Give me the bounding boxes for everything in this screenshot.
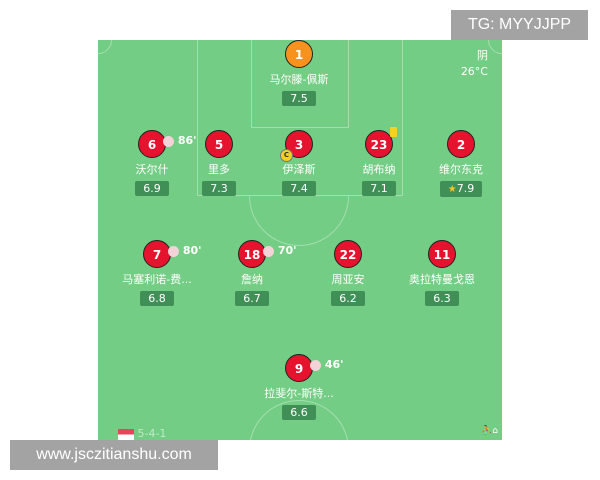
number-text: 23: [370, 138, 388, 152]
player-rating: 6.6: [282, 405, 316, 420]
rating-value: 6.8: [148, 292, 166, 305]
player-rating: 7.5: [282, 91, 316, 106]
substitution-icon: [263, 245, 274, 257]
player-name: 伊泽斯: [282, 163, 316, 176]
player-7[interactable]: 7 80' 马塞利诺-费... 6.8: [107, 240, 207, 306]
player-name: 马尔滕-佩斯: [269, 73, 329, 86]
sub-minute: 80': [182, 244, 202, 257]
player-number: 5: [205, 130, 233, 158]
sub-minute: 46': [324, 358, 344, 371]
player-rating: 6.3: [425, 291, 459, 306]
player-number: 11: [428, 240, 456, 268]
formation-label: 5-4-1: [137, 427, 167, 440]
rating-value: 6.9: [143, 182, 161, 195]
player-5[interactable]: 5 里多 7.3: [169, 130, 269, 196]
player-rating: 6.8: [140, 291, 174, 306]
substitution-icon: [168, 245, 179, 257]
rating-value: 6.2: [339, 292, 357, 305]
player-9[interactable]: 9 46' 拉斐尔-斯特... 6.6: [249, 354, 349, 420]
player-rating: 6.9: [135, 181, 169, 196]
captain-badge: C: [280, 149, 293, 162]
player-number: 22: [334, 240, 362, 268]
weather: 阴 26°C: [461, 48, 488, 80]
number-text: 3: [294, 138, 304, 152]
rating-value: 7.5: [290, 92, 308, 105]
player-number: 9 46': [285, 354, 344, 382]
player-name: 沃尔什: [135, 163, 169, 176]
number-text: 18: [243, 248, 261, 262]
sub-minute: 70': [277, 244, 297, 257]
player-2[interactable]: 2 维尔东克 ★7.9: [411, 130, 502, 197]
player-name: 维尔东克: [439, 163, 483, 176]
player-22[interactable]: 22 周亚安 6.2: [298, 240, 398, 306]
number-text: 5: [214, 138, 224, 152]
pitch: 阴 26°C 5-4-1 ⛹⌂ 1 马尔滕-佩斯 7.5 6 86' 沃尔什 6.…: [98, 40, 502, 440]
player-number: 1: [285, 40, 313, 68]
number-text: 6: [147, 138, 157, 152]
player-rating: 6.2: [331, 291, 365, 306]
player-23[interactable]: 23 胡布纳 7.1: [329, 127, 429, 196]
sub-minute: 86': [177, 134, 197, 147]
player-name: 拉斐尔-斯特...: [264, 387, 334, 400]
player-1[interactable]: 1 马尔滕-佩斯 7.5: [249, 40, 349, 106]
number-text: 7: [152, 248, 162, 262]
player-18[interactable]: 18 70' 詹纳 6.7: [202, 240, 302, 306]
corner-arc-right: [488, 40, 502, 54]
rating-value: 7.1: [370, 182, 388, 195]
star-icon: ★: [447, 184, 457, 195]
rating-value: 6.3: [433, 292, 451, 305]
substitution: 70': [263, 237, 297, 265]
substitution: 86': [163, 127, 197, 155]
player-rating: 7.4: [282, 181, 316, 196]
rating-value: 6.6: [290, 406, 308, 419]
player-number: 7 80': [143, 240, 202, 268]
number-text: 11: [433, 248, 451, 262]
corner-arc-left: [98, 40, 112, 54]
team-flag-icon: [118, 428, 134, 440]
player-name: 奥拉特曼戈恩: [409, 273, 475, 286]
player-name: 胡布纳: [362, 163, 396, 176]
player-number: 2: [447, 130, 475, 158]
player-rating: ★7.9: [439, 181, 483, 197]
lineup-icon: ⛹⌂: [481, 426, 498, 436]
substitution-icon: [310, 359, 321, 371]
player-rating: 7.1: [362, 181, 396, 196]
player-11[interactable]: 11 奥拉特曼戈恩 6.3: [392, 240, 492, 306]
number-text: 2: [456, 138, 466, 152]
substitution: 46': [310, 351, 344, 379]
watermark-top: TG: MYYJJPP: [451, 10, 588, 40]
player-number: 6 86': [138, 130, 197, 158]
player-name: 马塞利诺-费...: [122, 273, 192, 286]
weather-temp: 26°C: [460, 65, 488, 78]
formation: 5-4-1: [118, 427, 166, 440]
player-rating: 6.7: [235, 291, 269, 306]
weather-condition: 阴: [477, 49, 488, 62]
substitution: 80': [168, 237, 202, 265]
watermark-bottom: www.jsczitianshu.com: [10, 440, 218, 470]
rating-value: 7.4: [290, 182, 308, 195]
player-name: 詹纳: [241, 273, 263, 286]
player-number: 18 70': [238, 240, 297, 268]
number-text: 9: [294, 362, 304, 376]
player-name: 里多: [208, 163, 230, 176]
number-text: 22: [339, 248, 357, 262]
rating-value: 7.3: [210, 182, 228, 195]
number-text: 1: [294, 48, 304, 62]
player-rating: 7.3: [202, 181, 236, 196]
player-name: 周亚安: [331, 273, 365, 286]
player-number: 23: [365, 127, 397, 158]
rating-value: 7.9: [456, 182, 475, 195]
player-6[interactable]: 6 86' 沃尔什 6.9: [102, 130, 202, 196]
substitution-icon: [163, 135, 174, 147]
goal-area: [251, 40, 349, 128]
rating-value: 6.7: [243, 292, 261, 305]
yellow-card-icon: [390, 127, 397, 137]
